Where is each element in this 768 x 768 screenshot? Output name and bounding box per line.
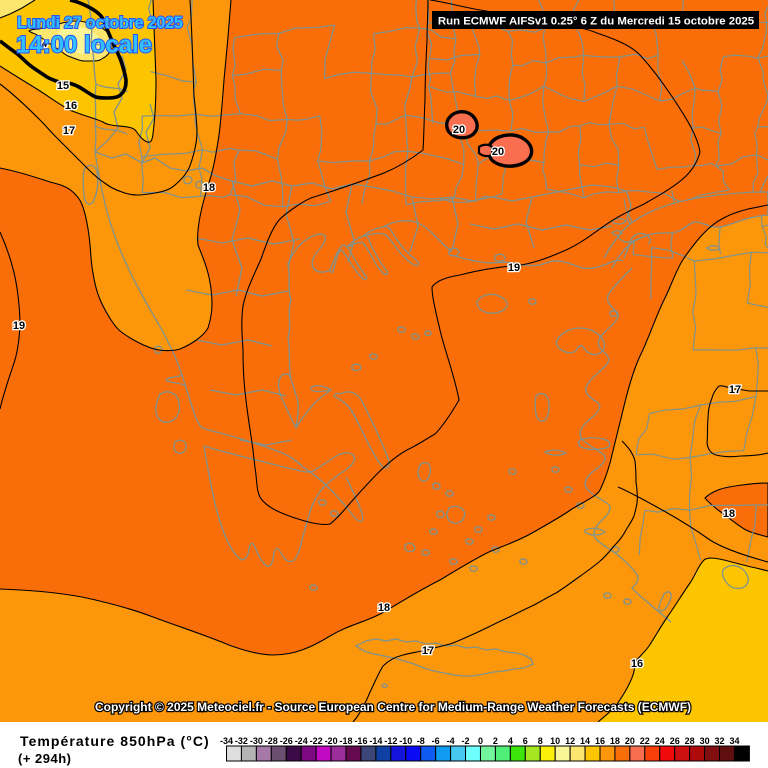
svg-text:-20: -20 <box>325 736 338 746</box>
svg-text:-18: -18 <box>340 736 353 746</box>
svg-text:26: 26 <box>670 736 680 746</box>
svg-text:30: 30 <box>700 736 710 746</box>
svg-text:-14: -14 <box>369 736 382 746</box>
svg-text:10: 10 <box>550 736 560 746</box>
svg-text:16: 16 <box>65 100 77 112</box>
svg-text:-8: -8 <box>417 736 425 746</box>
svg-text:17: 17 <box>63 125 75 137</box>
svg-text:16: 16 <box>595 736 605 746</box>
svg-text:14: 14 <box>580 736 590 746</box>
svg-text:14: 14 <box>37 39 47 49</box>
svg-text:4: 4 <box>508 736 513 746</box>
svg-text:-24: -24 <box>295 736 308 746</box>
svg-text:20: 20 <box>453 124 465 136</box>
svg-text:-28: -28 <box>265 736 278 746</box>
svg-text:-12: -12 <box>384 736 397 746</box>
svg-text:-10: -10 <box>399 736 412 746</box>
svg-text:20: 20 <box>625 736 635 746</box>
svg-text:-6: -6 <box>432 736 440 746</box>
svg-text:Copyright © 2025 Meteociel.fr: Copyright © 2025 Meteociel.fr - Source E… <box>95 700 691 714</box>
svg-text:16: 16 <box>631 658 643 670</box>
svg-text:-2: -2 <box>462 736 470 746</box>
svg-text:-30: -30 <box>250 736 263 746</box>
svg-text:17: 17 <box>422 645 434 657</box>
svg-text:18: 18 <box>610 736 620 746</box>
svg-text:2: 2 <box>493 736 498 746</box>
svg-text:18: 18 <box>378 602 390 614</box>
svg-text:20: 20 <box>492 146 504 158</box>
svg-text:24: 24 <box>655 736 665 746</box>
svg-text:19: 19 <box>508 262 520 274</box>
svg-text:-32: -32 <box>235 736 248 746</box>
svg-text:8: 8 <box>538 736 543 746</box>
svg-text:Run ECMWF AIFSv1 0.25° 6 Z du: Run ECMWF AIFSv1 0.25° 6 Z du Mercredi 1… <box>438 16 755 28</box>
svg-text:19: 19 <box>13 320 25 332</box>
svg-text:-34: -34 <box>220 736 233 746</box>
svg-text:28: 28 <box>685 736 695 746</box>
svg-text:Température 850hPa (°C): Température 850hPa (°C) <box>20 733 210 749</box>
svg-text:18: 18 <box>203 182 215 194</box>
svg-text:34: 34 <box>729 736 739 746</box>
svg-text:-26: -26 <box>280 736 293 746</box>
svg-text:32: 32 <box>715 736 725 746</box>
svg-text:15: 15 <box>57 80 69 92</box>
svg-text:14:00 locale: 14:00 locale <box>16 32 152 59</box>
svg-text:18: 18 <box>723 508 735 520</box>
svg-text:Lundi 27 octobre 2025: Lundi 27 octobre 2025 <box>17 14 183 32</box>
svg-text:6: 6 <box>523 736 528 746</box>
svg-text:0: 0 <box>478 736 483 746</box>
svg-text:(+ 294h): (+ 294h) <box>18 751 72 766</box>
svg-text:-4: -4 <box>447 736 455 746</box>
svg-text:-16: -16 <box>354 736 367 746</box>
svg-text:-22: -22 <box>310 736 323 746</box>
svg-text:12: 12 <box>565 736 575 746</box>
svg-text:17: 17 <box>729 384 741 396</box>
svg-text:22: 22 <box>640 736 650 746</box>
